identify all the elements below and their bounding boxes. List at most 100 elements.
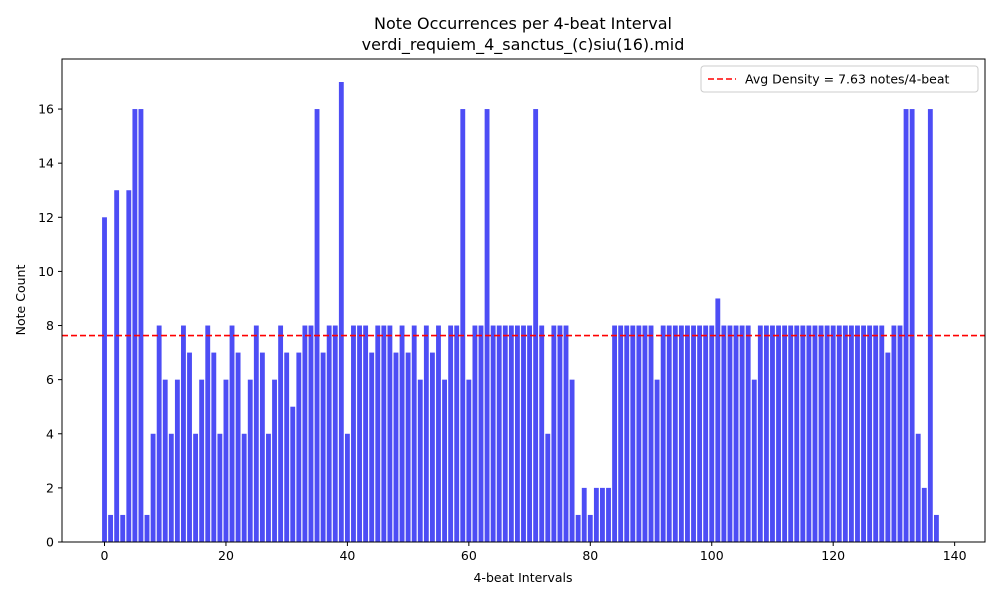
bar bbox=[266, 433, 271, 542]
bar bbox=[411, 325, 417, 542]
bar bbox=[782, 325, 788, 542]
bar bbox=[357, 325, 362, 542]
bar bbox=[247, 379, 253, 542]
x-tick-label: 80 bbox=[582, 548, 598, 563]
bar bbox=[527, 325, 533, 542]
legend-box bbox=[700, 65, 979, 93]
y-axis-label: Note Count bbox=[13, 265, 28, 336]
x-tick-label: 140 bbox=[943, 548, 967, 563]
bar bbox=[144, 514, 150, 542]
bar bbox=[442, 379, 447, 542]
bar bbox=[278, 325, 284, 542]
bar bbox=[253, 325, 259, 542]
x-axis-label: 4-beat Intervals bbox=[473, 570, 572, 585]
chart-title: Note Occurrences per 4-beat Interval bbox=[374, 14, 672, 33]
bar bbox=[921, 487, 927, 542]
bar bbox=[502, 325, 508, 542]
bar bbox=[691, 325, 696, 542]
y-tick-label: 14 bbox=[38, 156, 54, 171]
bar bbox=[490, 325, 496, 542]
bar bbox=[387, 325, 393, 542]
bar bbox=[223, 379, 229, 542]
bar bbox=[472, 325, 478, 542]
bar bbox=[429, 352, 435, 542]
bar bbox=[405, 352, 411, 542]
bar bbox=[830, 325, 836, 542]
bar bbox=[381, 325, 387, 542]
bar bbox=[557, 325, 563, 542]
x-tick-label: 20 bbox=[218, 548, 234, 563]
bar bbox=[648, 325, 654, 542]
bar bbox=[156, 325, 162, 542]
bar bbox=[842, 325, 848, 542]
bar bbox=[120, 514, 126, 542]
bar bbox=[272, 379, 277, 542]
bar bbox=[508, 325, 514, 542]
bar bbox=[162, 379, 168, 542]
bar bbox=[757, 325, 763, 542]
bar bbox=[326, 325, 332, 542]
bar bbox=[138, 109, 144, 542]
bar bbox=[193, 433, 199, 542]
bar bbox=[654, 379, 660, 542]
bar bbox=[642, 325, 648, 542]
bar bbox=[794, 325, 800, 542]
bar bbox=[338, 82, 344, 542]
bar bbox=[205, 325, 211, 542]
bar bbox=[678, 325, 684, 542]
bar bbox=[818, 325, 824, 542]
bar bbox=[393, 352, 399, 542]
bar bbox=[436, 325, 441, 542]
bar bbox=[685, 325, 690, 542]
bar bbox=[861, 325, 866, 542]
bar bbox=[660, 325, 666, 542]
bar bbox=[423, 325, 429, 542]
bar bbox=[600, 487, 605, 542]
bar bbox=[199, 379, 205, 542]
bar bbox=[302, 325, 308, 542]
bar bbox=[879, 325, 885, 542]
bar bbox=[187, 352, 192, 542]
bar bbox=[496, 325, 502, 542]
bar bbox=[575, 514, 581, 542]
bar bbox=[697, 325, 703, 542]
bar bbox=[296, 352, 302, 542]
bar bbox=[114, 190, 120, 542]
bar bbox=[545, 433, 551, 542]
bar bbox=[721, 325, 727, 542]
bar bbox=[593, 487, 599, 542]
bar bbox=[241, 433, 247, 542]
bar bbox=[867, 325, 873, 542]
bar bbox=[776, 325, 781, 542]
bar bbox=[150, 433, 156, 542]
bar bbox=[812, 325, 818, 542]
legend-label: Avg Density = 7.63 notes/4-beat bbox=[745, 72, 950, 87]
bar bbox=[624, 325, 630, 542]
bar bbox=[235, 352, 241, 542]
bar bbox=[915, 433, 921, 542]
bar bbox=[618, 325, 624, 542]
bar bbox=[314, 109, 320, 542]
chart-subtitle: verdi_requiem_4_sanctus_(c)siu(16).mid bbox=[362, 35, 685, 55]
y-axis-ticks: 0 2 4 6 8 10 12 14 16 bbox=[38, 102, 62, 550]
x-tick-label: 100 bbox=[700, 548, 724, 563]
bar bbox=[375, 325, 381, 542]
bar bbox=[308, 325, 314, 542]
bars bbox=[102, 82, 939, 542]
bar bbox=[824, 325, 830, 542]
bar bbox=[108, 514, 114, 542]
bar bbox=[873, 325, 879, 542]
bar bbox=[612, 325, 618, 542]
bar bbox=[715, 298, 721, 542]
plot-frame bbox=[61, 58, 986, 543]
bar bbox=[806, 325, 812, 542]
y-tick-label: 10 bbox=[38, 264, 54, 279]
bar bbox=[466, 379, 472, 542]
bar bbox=[533, 109, 539, 542]
bar bbox=[132, 109, 138, 542]
bar bbox=[454, 325, 460, 542]
bar bbox=[897, 325, 903, 542]
bar bbox=[332, 325, 338, 542]
x-tick-label: 40 bbox=[339, 548, 355, 563]
